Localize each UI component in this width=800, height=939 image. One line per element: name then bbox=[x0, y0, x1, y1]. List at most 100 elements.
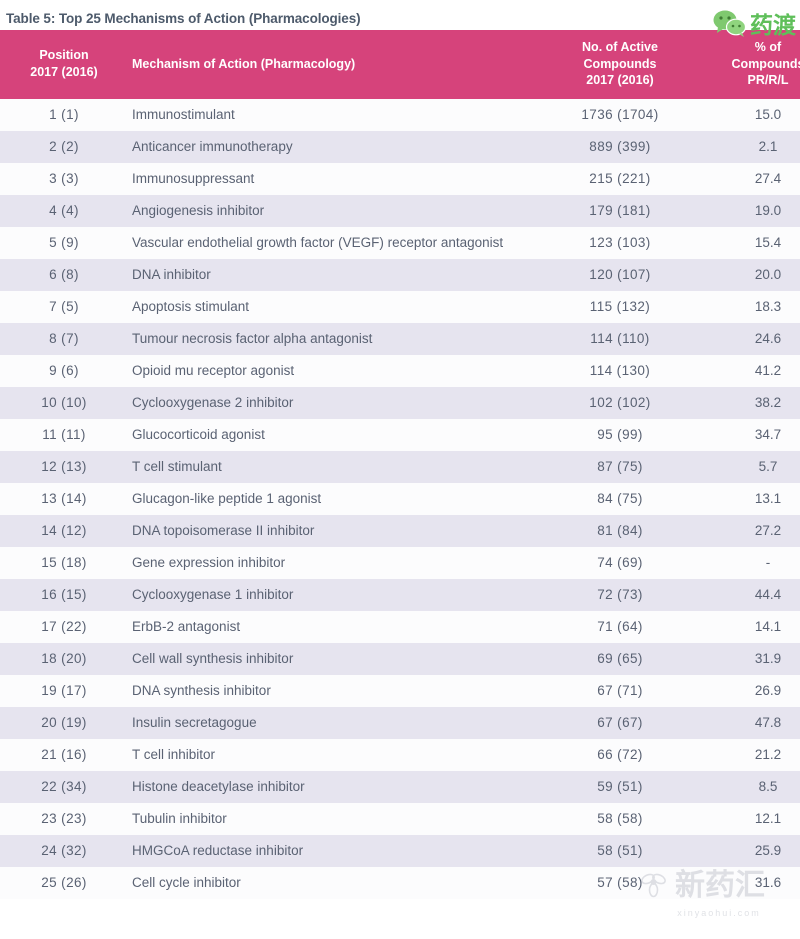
cell-count: 58 (58) bbox=[536, 802, 704, 835]
cell-percent: - bbox=[704, 546, 800, 579]
cell-count: 59 (51) bbox=[536, 770, 704, 803]
cell-count: 67 (67) bbox=[536, 706, 704, 739]
cell-count: 114 (110) bbox=[536, 322, 704, 355]
cell-count: 123 (103) bbox=[536, 226, 704, 259]
table-row[interactable]: 9 (6) Opioid mu receptor agonist 114 (130)… bbox=[0, 354, 800, 387]
cell-position: 8 (7) bbox=[0, 322, 128, 355]
table-row[interactable]: 16 (15) Cyclooxygenase 1 inhibitor 72 (73)… bbox=[0, 578, 800, 611]
table-row[interactable]: 7 (5) Apoptosis stimulant 115 (132) 18.3 bbox=[0, 290, 800, 323]
cell-mechanism: Immunostimulant bbox=[128, 98, 536, 131]
cell-count: 179 (181) bbox=[536, 194, 704, 227]
cell-mechanism: DNA synthesis inhibitor bbox=[128, 674, 536, 707]
table-row[interactable]: 23 (23) Tubulin inhibitor 58 (58) 12.1 bbox=[0, 802, 800, 835]
table-body: 1 (1) Immunostimulant 1736 (1704) 15.0 2 (2)… bbox=[0, 98, 800, 899]
cell-position: 12 (13) bbox=[0, 450, 128, 483]
cell-mechanism: T cell inhibitor bbox=[128, 738, 536, 771]
table-row[interactable]: 19 (17) DNA synthesis inhibitor 67 (71) 26.… bbox=[0, 674, 800, 707]
wechat-icon bbox=[713, 10, 747, 42]
table-row[interactable]: 1 (1) Immunostimulant 1736 (1704) 15.0 bbox=[0, 98, 800, 131]
cell-mechanism: Tumour necrosis factor alpha antagonist bbox=[128, 322, 536, 355]
cell-percent: 38.2 bbox=[704, 386, 800, 419]
cell-percent: 41.2 bbox=[704, 354, 800, 387]
table-row[interactable]: 11 (11) Glucocorticoid agonist 95 (99) 34.7 bbox=[0, 418, 800, 451]
cell-mechanism: Cell cycle inhibitor bbox=[128, 866, 536, 899]
cell-position: 15 (18) bbox=[0, 546, 128, 579]
cell-percent: 44.4 bbox=[704, 578, 800, 611]
brand-logo: 药渡 bbox=[713, 10, 796, 42]
table-row[interactable]: 12 (13) T cell stimulant 87 (75) 5.7 bbox=[0, 450, 800, 483]
cell-percent: 15.4 bbox=[704, 226, 800, 259]
cell-percent: 12.1 bbox=[704, 802, 800, 835]
cell-count: 215 (221) bbox=[536, 162, 704, 195]
cell-mechanism: Cyclooxygenase 1 inhibitor bbox=[128, 578, 536, 611]
cell-position: 4 (4) bbox=[0, 194, 128, 227]
table-row[interactable]: 24 (32) HMGCoA reductase inhibitor 58 (51)… bbox=[0, 834, 800, 867]
cell-count: 72 (73) bbox=[536, 578, 704, 611]
table-row[interactable]: 10 (10) Cyclooxygenase 2 inhibitor 102 (10… bbox=[0, 386, 800, 419]
cell-position: 17 (22) bbox=[0, 610, 128, 643]
table-row[interactable]: 2 (2) Anticancer immunotherapy 889 (399) 2.… bbox=[0, 130, 800, 163]
cell-percent: 15.0 bbox=[704, 98, 800, 131]
cell-position: 21 (16) bbox=[0, 738, 128, 771]
cell-position: 11 (11) bbox=[0, 418, 128, 451]
cell-position: 22 (34) bbox=[0, 770, 128, 803]
top-mechanisms-table: Position 2017 (2016) Mechanism of Action… bbox=[0, 30, 800, 899]
cell-percent: 31.6 bbox=[704, 866, 800, 899]
table-row[interactable]: 5 (9) Vascular endothelial growth factor … bbox=[0, 226, 800, 259]
cell-count: 67 (71) bbox=[536, 674, 704, 707]
cell-mechanism: Immunosuppressant bbox=[128, 162, 536, 195]
cell-count: 889 (399) bbox=[536, 130, 704, 163]
cell-position: 14 (12) bbox=[0, 514, 128, 547]
column-header-percent[interactable]: % of Compounds PR/R/L bbox=[704, 30, 800, 99]
cell-position: 6 (8) bbox=[0, 258, 128, 291]
column-header-position[interactable]: Position 2017 (2016) bbox=[0, 30, 128, 99]
cell-position: 18 (20) bbox=[0, 642, 128, 675]
table-row[interactable]: 4 (4) Angiogenesis inhibitor 179 (181) 19.0 bbox=[0, 194, 800, 227]
cell-position: 2 (2) bbox=[0, 130, 128, 163]
column-header-mechanism[interactable]: Mechanism of Action (Pharmacology) bbox=[128, 30, 536, 99]
table-row[interactable]: 15 (18) Gene expression inhibitor 74 (69) - bbox=[0, 546, 800, 579]
cell-count: 66 (72) bbox=[536, 738, 704, 771]
table-row[interactable]: 21 (16) T cell inhibitor 66 (72) 21.2 bbox=[0, 738, 800, 771]
table-row[interactable]: 13 (14) Glucagon-like peptide 1 agonist 84… bbox=[0, 482, 800, 515]
cell-mechanism: Cyclooxygenase 2 inhibitor bbox=[128, 386, 536, 419]
table-row[interactable]: 20 (19) Insulin secretagogue 67 (67) 47.8 bbox=[0, 706, 800, 739]
table-row[interactable]: 25 (26) Cell cycle inhibitor 57 (58) 31.6 bbox=[0, 866, 800, 899]
cell-mechanism: Cell wall synthesis inhibitor bbox=[128, 642, 536, 675]
cell-position: 3 (3) bbox=[0, 162, 128, 195]
cell-mechanism: T cell stimulant bbox=[128, 450, 536, 483]
cell-count: 58 (51) bbox=[536, 834, 704, 867]
cell-count: 81 (84) bbox=[536, 514, 704, 547]
cell-percent: 24.6 bbox=[704, 322, 800, 355]
cell-mechanism: Vascular endothelial growth factor (VEGF… bbox=[128, 226, 536, 259]
cell-position: 13 (14) bbox=[0, 482, 128, 515]
table-row[interactable]: 14 (12) DNA topoisomerase II inhibitor 81 … bbox=[0, 514, 800, 547]
cell-percent: 47.8 bbox=[704, 706, 800, 739]
cell-position: 20 (19) bbox=[0, 706, 128, 739]
table-row[interactable]: 17 (22) ErbB-2 antagonist 71 (64) 14.1 bbox=[0, 610, 800, 643]
cell-position: 7 (5) bbox=[0, 290, 128, 323]
cell-percent: 20.0 bbox=[704, 258, 800, 291]
cell-count: 87 (75) bbox=[536, 450, 704, 483]
cell-percent: 27.2 bbox=[704, 514, 800, 547]
cell-count: 1736 (1704) bbox=[536, 98, 704, 131]
table-row[interactable]: 22 (34) Histone deacetylase inhibitor 59 (… bbox=[0, 770, 800, 803]
cell-mechanism: Tubulin inhibitor bbox=[128, 802, 536, 835]
cell-mechanism: Glucagon-like peptide 1 agonist bbox=[128, 482, 536, 515]
cell-percent: 5.7 bbox=[704, 450, 800, 483]
cell-position: 16 (15) bbox=[0, 578, 128, 611]
table-row[interactable]: 8 (7) Tumour necrosis factor alpha antago… bbox=[0, 322, 800, 355]
table-row[interactable]: 6 (8) DNA inhibitor 120 (107) 20.0 bbox=[0, 258, 800, 291]
column-header-count[interactable]: No. of Active Compounds 2017 (2016) bbox=[536, 30, 704, 99]
cell-count: 115 (132) bbox=[536, 290, 704, 323]
table-row[interactable]: 3 (3) Immunosuppressant 215 (221) 27.4 bbox=[0, 162, 800, 195]
cell-count: 69 (65) bbox=[536, 642, 704, 675]
cell-mechanism: Histone deacetylase inhibitor bbox=[128, 770, 536, 803]
cell-percent: 26.9 bbox=[704, 674, 800, 707]
cell-position: 9 (6) bbox=[0, 354, 128, 387]
cell-position: 5 (9) bbox=[0, 226, 128, 259]
cell-count: 102 (102) bbox=[536, 386, 704, 419]
cell-percent: 19.0 bbox=[704, 194, 800, 227]
cell-count: 114 (130) bbox=[536, 354, 704, 387]
table-row[interactable]: 18 (20) Cell wall synthesis inhibitor 69 (… bbox=[0, 642, 800, 675]
